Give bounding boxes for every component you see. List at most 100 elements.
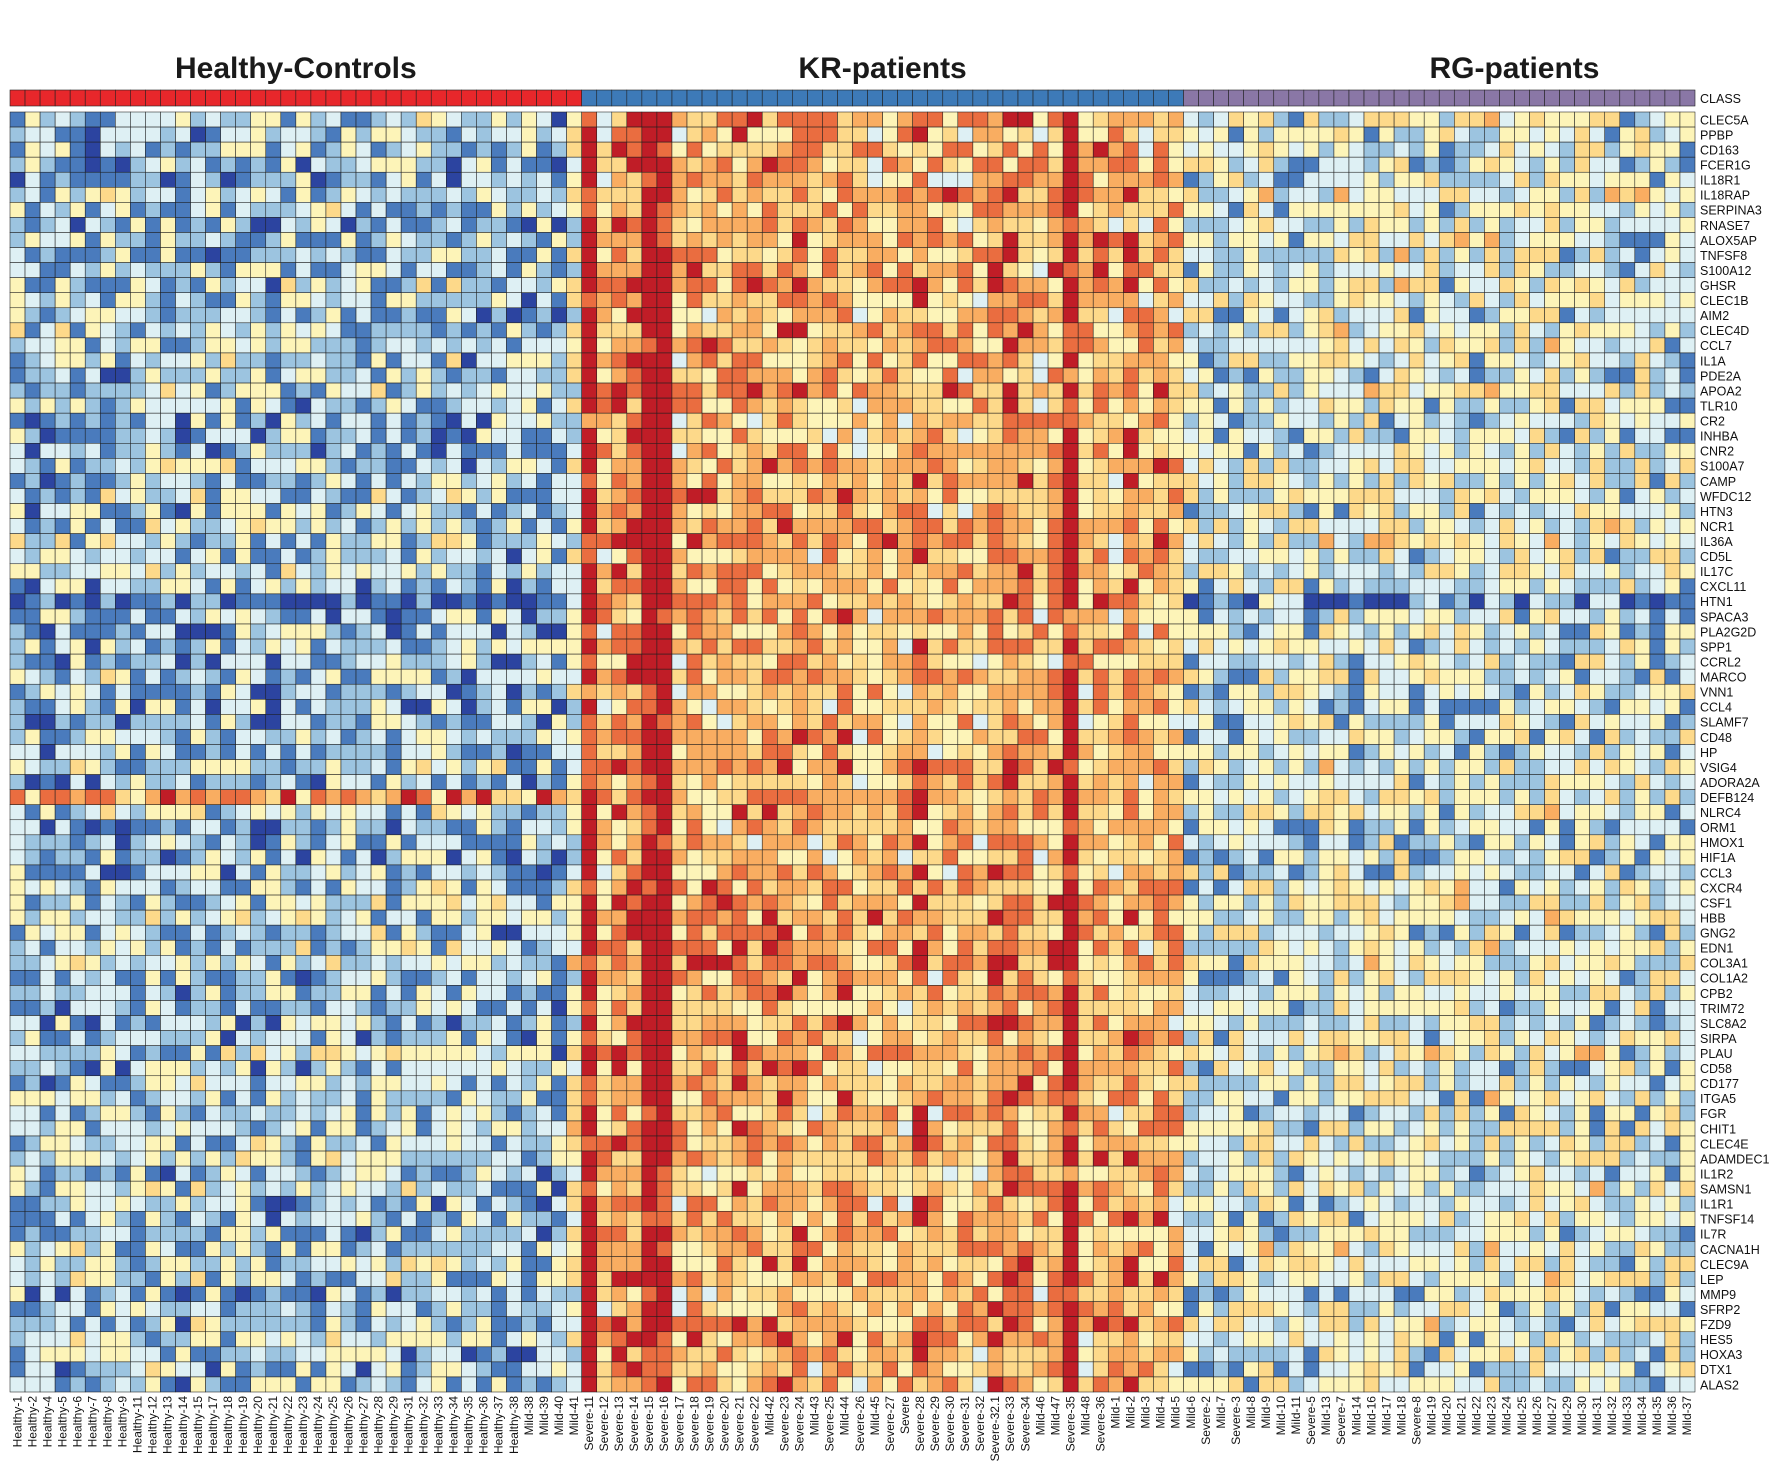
heatmap-cell	[1318, 518, 1335, 534]
heatmap-cell	[596, 729, 613, 745]
class-label: CLASS	[1700, 92, 1741, 106]
heatmap-cell	[1032, 518, 1049, 534]
heatmap-cell	[641, 217, 658, 233]
heatmap-cell	[957, 533, 974, 549]
class-cell	[1438, 89, 1455, 107]
heatmap-cell	[1408, 458, 1425, 474]
heatmap-cell	[1303, 111, 1320, 128]
heatmap-cell	[400, 488, 417, 504]
heatmap-cell	[160, 427, 176, 444]
heatmap-cell	[1408, 623, 1425, 640]
heatmap-cell	[987, 563, 1004, 580]
heatmap-cell	[235, 473, 251, 489]
heatmap-cell	[536, 397, 552, 414]
heatmap-cell	[1288, 623, 1305, 640]
heatmap-cell	[9, 488, 26, 504]
heatmap-cell	[1559, 458, 1575, 474]
heatmap-cell	[99, 563, 116, 580]
heatmap-cell	[731, 759, 748, 775]
heatmap-cell	[1574, 683, 1590, 700]
heatmap-cell	[1499, 247, 1515, 263]
heatmap-cell	[415, 397, 432, 414]
heatmap-cell	[1288, 397, 1305, 414]
heatmap-cell	[1469, 322, 1485, 339]
heatmap-cell	[1454, 397, 1470, 414]
heatmap-cell	[1559, 111, 1575, 128]
heatmap-cell	[1153, 683, 1169, 700]
heatmap-cell	[205, 262, 221, 278]
heatmap-cell	[506, 443, 522, 459]
heatmap-cell	[1168, 699, 1184, 715]
heatmap-cell	[1454, 608, 1470, 625]
heatmap-cell	[1107, 187, 1124, 203]
heatmap-cell	[957, 729, 974, 745]
heatmap-cell	[761, 638, 778, 655]
heatmap-cell	[235, 443, 251, 459]
heatmap-cell	[686, 187, 703, 203]
heatmap-cell	[430, 488, 447, 504]
heatmap-cell	[731, 608, 748, 625]
heatmap-cell	[160, 382, 176, 399]
heatmap-cell	[852, 759, 868, 775]
heatmap-cell	[1664, 427, 1681, 444]
heatmap-cell	[265, 458, 282, 474]
heatmap-cell	[205, 352, 221, 369]
heatmap-cell	[1258, 352, 1275, 369]
heatmap-cell	[250, 488, 267, 504]
heatmap-cell	[1423, 563, 1440, 580]
heatmap-cell	[957, 232, 974, 248]
heatmap-cell	[566, 397, 582, 414]
heatmap-cell	[912, 367, 928, 384]
heatmap-cell	[1484, 744, 1500, 760]
heatmap-cell	[145, 638, 161, 655]
heatmap-cell	[1454, 367, 1470, 384]
heatmap-cell	[1499, 638, 1515, 655]
heatmap-cell	[731, 352, 748, 369]
heatmap-cell	[1273, 156, 1290, 173]
heatmap-cell	[1168, 608, 1184, 625]
heatmap-cell	[1228, 141, 1244, 158]
heatmap-cell	[1092, 412, 1109, 429]
heatmap-cell	[1032, 217, 1049, 233]
heatmap-cell	[626, 488, 643, 504]
heatmap-cell	[927, 352, 944, 369]
heatmap-cell	[370, 382, 387, 399]
heatmap-cell	[807, 141, 823, 158]
heatmap-cell	[972, 187, 989, 203]
heatmap-cell	[1153, 533, 1169, 549]
heatmap-cell	[792, 533, 808, 549]
heatmap-cell	[24, 277, 41, 293]
heatmap-cell	[942, 382, 959, 399]
heatmap-cell	[1514, 473, 1530, 489]
heatmap-cell	[521, 458, 537, 474]
heatmap-cell	[1529, 397, 1545, 414]
heatmap-cell	[130, 427, 146, 444]
heatmap-cell	[987, 337, 1004, 354]
heatmap-cell	[957, 563, 974, 580]
heatmap-cell	[1544, 518, 1560, 534]
heatmap-cell	[1454, 156, 1470, 173]
heatmap-cell	[1559, 443, 1575, 459]
heatmap-cell	[972, 352, 989, 369]
heatmap-cell	[1183, 111, 1199, 128]
heatmap-cell	[656, 307, 673, 324]
heatmap-cell	[461, 759, 477, 775]
heatmap-cell	[1484, 638, 1500, 655]
heatmap-cell	[69, 171, 86, 188]
heatmap-cell	[1664, 171, 1681, 188]
heatmap-cell	[461, 382, 477, 399]
heatmap-cell	[325, 307, 342, 324]
heatmap-cell	[9, 563, 26, 580]
heatmap-cell	[325, 714, 342, 730]
heatmap-cell	[641, 683, 658, 700]
heatmap-cell	[1363, 156, 1380, 173]
heatmap-cell	[220, 488, 236, 504]
heatmap-cell	[1153, 141, 1169, 158]
heatmap-cell	[942, 548, 959, 565]
class-cell	[731, 89, 748, 107]
heatmap-cell	[1318, 548, 1335, 565]
heatmap-cell	[957, 744, 974, 760]
heatmap-cell	[1198, 247, 1214, 263]
heatmap-cell	[130, 563, 146, 580]
heatmap-cell	[1649, 744, 1666, 760]
